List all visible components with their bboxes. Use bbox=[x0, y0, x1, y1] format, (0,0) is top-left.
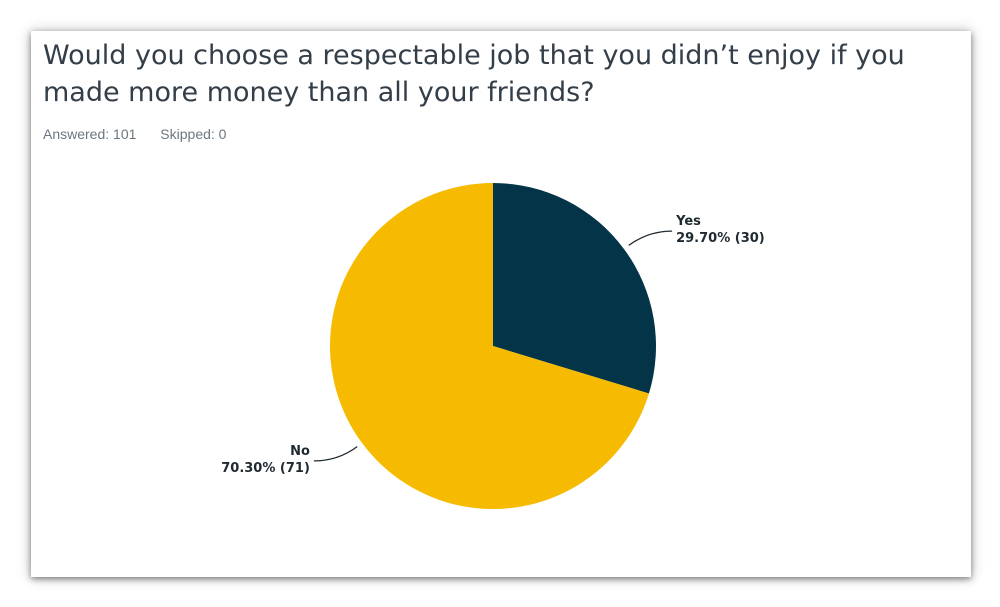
skipped-count: Skipped: 0 bbox=[160, 126, 227, 142]
leader-line-yes bbox=[628, 230, 673, 246]
question-summary-card: Would you choose a respectable job that … bbox=[31, 31, 971, 577]
pie-slice-no bbox=[329, 183, 649, 509]
pie-chart: Yes 29.70% (30) No 70.30% (71) bbox=[221, 183, 765, 509]
slice-value-yes: 29.70% (30) bbox=[676, 231, 765, 246]
response-stats: Answered: 101 Skipped: 0 bbox=[43, 126, 246, 142]
question-title: Would you choose a respectable job that … bbox=[43, 40, 905, 108]
slice-name-yes: Yes bbox=[675, 214, 701, 229]
pie-slice-yes bbox=[493, 183, 656, 394]
leader-line-no bbox=[313, 446, 358, 462]
answered-count: Answered: 101 bbox=[43, 126, 137, 142]
slice-name-no: No bbox=[290, 444, 310, 459]
slice-value-no: 70.30% (71) bbox=[221, 461, 310, 476]
